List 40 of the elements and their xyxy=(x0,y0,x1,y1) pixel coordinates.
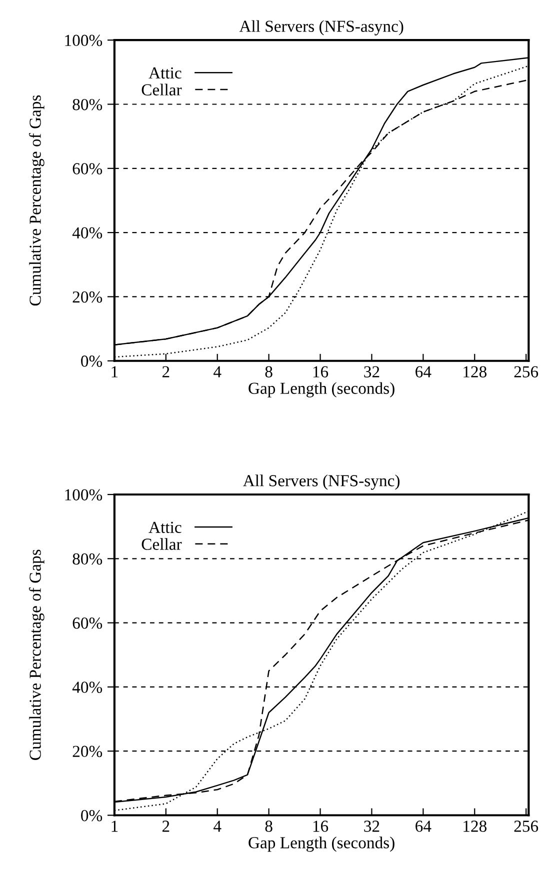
x-tick-label: 8 xyxy=(265,366,272,378)
x-tick-label: 64 xyxy=(416,820,432,832)
x-tick-label: 128 xyxy=(464,820,486,832)
y-axis-title: Cumulative Percentage of Gaps xyxy=(28,95,44,306)
y-tick-label: 80% xyxy=(72,553,102,565)
x-tick-label: 256 xyxy=(514,366,538,378)
y-tick-label: 40% xyxy=(72,682,102,693)
x-tick-label: 4 xyxy=(214,366,222,378)
y-tick-label: 100% xyxy=(65,34,102,46)
y-tick-label: 0% xyxy=(81,356,102,367)
x-tick-label: 2 xyxy=(162,820,170,832)
x-tick-label: 4 xyxy=(214,820,222,832)
x-tick-label: 1 xyxy=(112,366,118,378)
legend-label: Cellar xyxy=(142,84,182,96)
y-tick-label: 60% xyxy=(72,163,102,174)
x-tick-label: 16 xyxy=(313,820,328,832)
y-tick-label: 20% xyxy=(72,291,102,303)
y-tick-label: 80% xyxy=(72,98,102,110)
x-axis-title: Gap Length (seconds) xyxy=(248,836,394,852)
x-tick-label: 32 xyxy=(364,820,380,832)
x-tick-label: 16 xyxy=(313,366,328,378)
x-tick-label: 1 xyxy=(112,820,118,832)
x-tick-label: 256 xyxy=(514,820,538,832)
x-tick-label: 128 xyxy=(464,366,486,378)
x-tick-label: 8 xyxy=(265,820,272,832)
y-tick-label: 0% xyxy=(81,810,102,822)
x-tick-label: 32 xyxy=(364,366,380,378)
x-tick-label: 2 xyxy=(162,366,170,378)
chart-title: All Servers (NFS-sync) xyxy=(243,474,400,490)
y-tick-label: 60% xyxy=(72,618,102,629)
x-tick-label: 64 xyxy=(416,366,432,378)
legend-label: Attic xyxy=(148,67,182,79)
y-tick-label: 20% xyxy=(72,746,102,758)
y-axis-title: Cumulative Percentage of Gaps xyxy=(28,550,44,760)
x-axis-title: Gap Length (seconds) xyxy=(248,382,394,398)
legend-label: Cellar xyxy=(142,538,182,550)
y-tick-label: 40% xyxy=(72,227,102,239)
legend-label: Attic xyxy=(148,522,182,533)
chart-title: All Servers (NFS-async) xyxy=(239,20,404,36)
y-tick-label: 100% xyxy=(65,489,102,501)
